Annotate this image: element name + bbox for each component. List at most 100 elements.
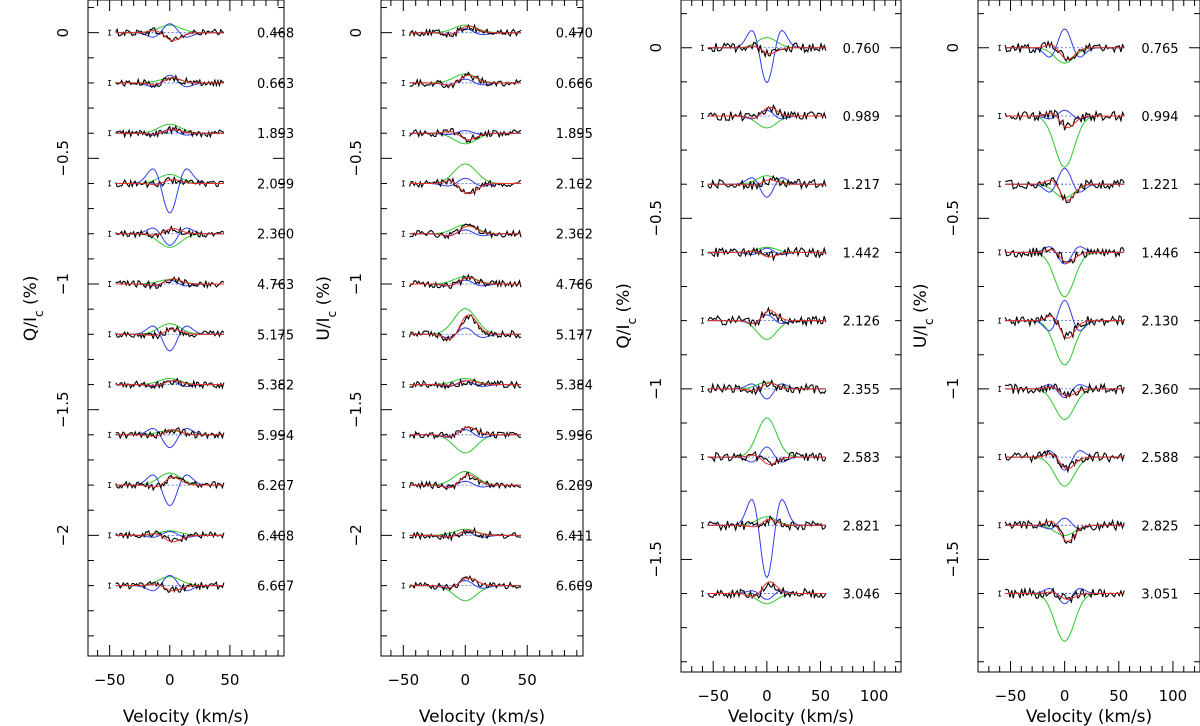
phase-label: 6.607 <box>257 580 294 595</box>
model-green-line <box>1005 593 1125 642</box>
model-blue-line <box>1005 299 1125 332</box>
profile-row: 2.588 <box>998 449 1179 487</box>
profile-row: 1.446 <box>998 246 1179 298</box>
model-blue-line <box>707 314 826 324</box>
phase-label: 6.609 <box>556 580 593 595</box>
phase-label: 5.384 <box>556 379 593 394</box>
model-red-line <box>115 583 224 592</box>
y-tick-label: 0 <box>347 28 365 38</box>
observed-profile-line <box>115 325 225 340</box>
model-red-line <box>707 250 826 258</box>
phase-label: 2.099 <box>257 177 294 192</box>
phase-label: 2.583 <box>843 451 880 466</box>
x-tick-label: −50 <box>995 687 1027 705</box>
profile-row: 1.895 <box>401 127 593 145</box>
phase-label: 6.209 <box>556 479 593 494</box>
phase-label: 3.046 <box>843 588 880 603</box>
profile-row: 0.468 <box>108 23 294 43</box>
model-red-line <box>115 228 224 236</box>
observed-profile-line <box>409 128 522 143</box>
observed-profile-line <box>707 581 827 600</box>
y-tick-label: −0.5 <box>347 140 365 176</box>
phase-label: 1.893 <box>257 127 294 142</box>
model-red-line <box>115 179 224 185</box>
y-tick-label: −2 <box>54 524 72 546</box>
phase-label: 0.994 <box>1141 110 1178 125</box>
y-tick-label: −1 <box>347 273 365 295</box>
observed-profile-line <box>707 103 827 122</box>
y-tick-label: −1 <box>647 378 665 400</box>
observed-profile-line <box>115 580 225 594</box>
panel-frame <box>977 0 1200 673</box>
observed-profile-line <box>115 276 225 290</box>
y-axis-label: Q/Ic (%) <box>21 276 46 342</box>
observed-profile-line <box>409 377 522 391</box>
profile-row: 0.470 <box>401 23 593 42</box>
observed-profile-line <box>115 74 225 89</box>
model-red-line <box>115 77 224 85</box>
phase-label: 0.468 <box>257 27 294 42</box>
observed-profile-line <box>707 514 827 532</box>
profile-row: 0.760 <box>700 29 880 84</box>
observed-profile-line <box>115 377 225 390</box>
profile-row: 6.609 <box>401 575 593 602</box>
panel-frame <box>87 0 285 657</box>
observed-profile-line <box>1005 177 1125 204</box>
observed-profile-line <box>1004 109 1125 131</box>
model-red-line <box>1005 386 1125 397</box>
observed-profile-line <box>1004 312 1125 341</box>
y-tick-label: −1.5 <box>347 391 365 427</box>
observed-profile-line <box>115 225 225 240</box>
profile-row: 2.126 <box>700 306 880 340</box>
observed-profile-line <box>409 425 521 440</box>
model-red-line <box>409 276 521 287</box>
phase-label: 1.895 <box>556 127 593 142</box>
model-red-line <box>1005 44 1125 61</box>
model-red-line <box>409 426 521 438</box>
phase-label: 0.760 <box>843 42 880 57</box>
model-green-line <box>1005 524 1125 537</box>
phase-label: 5.177 <box>556 328 593 343</box>
model-red-line <box>409 529 521 538</box>
observed-profile-line <box>408 176 522 197</box>
profile-row: 2.360 <box>998 382 1179 421</box>
model-red-line <box>409 180 521 195</box>
observed-profile-line <box>1004 517 1125 545</box>
x-tick-label: 100 <box>860 687 889 705</box>
y-tick-label: −1 <box>944 378 962 400</box>
observed-profile-line <box>409 273 522 289</box>
phase-label: 6.411 <box>556 529 593 544</box>
model-blue-line <box>707 498 826 579</box>
observed-profile-line <box>409 223 522 240</box>
model-green-line <box>1005 251 1125 298</box>
y-tick-label: −1.5 <box>944 541 962 577</box>
profile-row: 4.766 <box>401 273 593 293</box>
panel-1: −50 0 50 0 −0.5 −1 −1.5 −2 Q/Ic (%) Velocity (km/… <box>21 0 294 726</box>
x-tick-label: 50 <box>518 671 537 689</box>
profile-row: 5.382 <box>108 377 294 394</box>
model-green-line <box>409 377 521 386</box>
x-tick-label: −50 <box>697 687 729 705</box>
model-red-line <box>115 128 224 135</box>
y-tick-label: 0 <box>647 43 665 53</box>
model-blue-line <box>115 168 224 214</box>
profile-row: 2.583 <box>700 417 880 467</box>
profile-row: 0.989 <box>700 103 880 129</box>
observed-profile-line <box>707 246 827 262</box>
phase-label: 6.207 <box>257 479 294 494</box>
model-red-line <box>409 380 521 386</box>
model-red-line <box>1005 453 1125 470</box>
model-blue-line <box>115 530 224 538</box>
profile-row: 0.666 <box>401 71 593 92</box>
y-tick-label: −0.5 <box>944 200 962 236</box>
phase-label: 2.825 <box>1141 519 1178 534</box>
phase-label: 3.051 <box>1141 588 1178 603</box>
x-tick-label: 100 <box>1159 687 1188 705</box>
profile-row: 6.607 <box>108 574 294 595</box>
phase-label: 0.663 <box>257 77 294 92</box>
model-red-line <box>409 474 521 489</box>
observed-profile-line <box>707 174 827 191</box>
x-axis-label: Velocity (km/s) <box>419 707 545 726</box>
profile-row: 2.099 <box>108 168 294 214</box>
